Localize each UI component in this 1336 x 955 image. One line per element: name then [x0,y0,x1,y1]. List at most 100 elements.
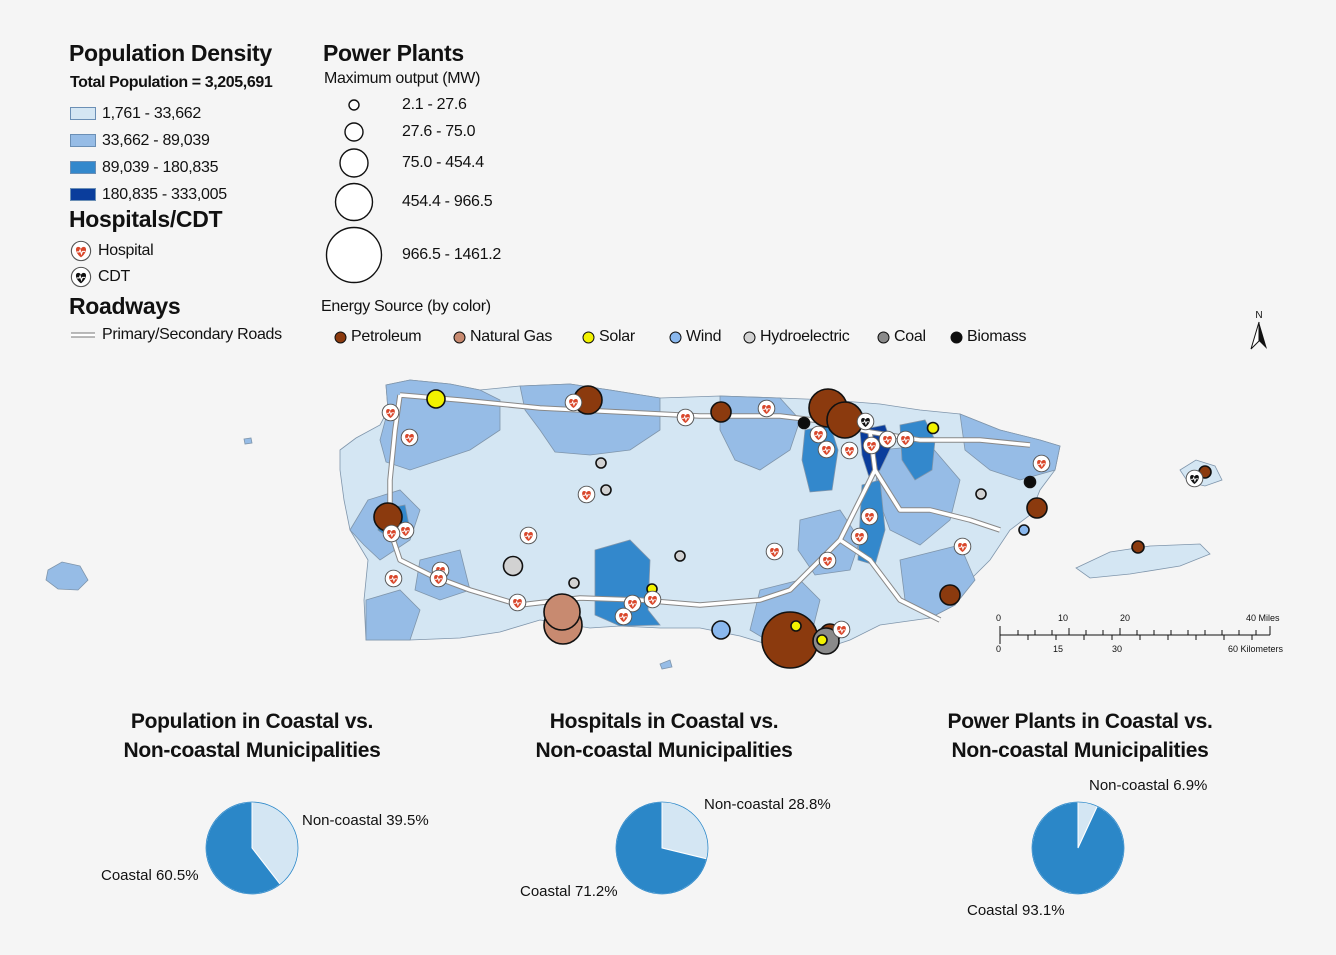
desecheo-island [243,437,253,445]
source-hydroelectric: Hydroelectric [743,328,850,346]
source-label-wind: Wind [686,328,722,345]
plant-hydroelectric [674,550,686,562]
plant-wind [1018,524,1030,536]
isla-mona [45,561,89,591]
source-biomass: Biomass [950,328,1027,346]
hydroelectric-dot-icon [743,331,756,343]
hospital-legend-item: Hospital [70,238,154,264]
scale-mile-40: 40 Miles [1246,613,1280,623]
size-circle-3 [339,148,369,178]
pie-hospitals-title-line-2: Non-coastal Municipalities [535,739,793,762]
pie-population-coastal-label: Coastal 60.5% [101,867,199,884]
plant-wind [711,620,731,640]
hospital-marker [381,403,400,422]
hospital-marker [818,551,837,570]
hospitals-title: Hospitals/CDT [69,206,223,232]
plant-natural-gas [543,593,581,631]
density-class-3: 89,039 - 180,835 [70,154,227,181]
north-arrow-icon [1250,321,1267,350]
source-solar: Solar [582,328,635,346]
roads-legend-label: Primary/Secondary Roads [102,326,282,343]
max-output-label: Maximum output (MW) [324,70,481,87]
cdt-heart-icon [70,266,92,288]
pie-hospitals-noncoastal-label: Non-coastal 28.8% [704,796,831,813]
source-wind: Wind [669,328,722,346]
hospital-marker [577,485,596,504]
pie-population-title: Population in Coastal vs. Non-coastal Mu… [92,707,412,765]
solar-dot-icon [582,331,595,343]
pie-hospitals [615,801,709,895]
plant-solar [926,421,940,435]
power-plants-title: Power Plants [323,40,464,66]
wind-dot-icon [669,331,682,343]
pie-outline [205,801,299,895]
size-legend-circles [325,99,383,284]
scale-bar-graphic [999,626,1271,644]
total-population-label: Total Population = 3,205,691 [70,74,273,91]
pie-population-title-line-1: Population in Coastal vs. [130,710,374,733]
density-swatch-4 [70,188,96,201]
plant-petroleum [939,584,961,606]
size-label-3: 75.0 - 454.4 [402,154,484,171]
plant-solar [790,620,802,632]
source-label-coal: Coal [894,328,926,345]
municipality-southwest [365,589,421,641]
pie-outline [1031,801,1125,895]
size-label-4: 454.4 - 966.5 [402,193,493,210]
hospital-marker [840,441,859,460]
hospital-marker [519,526,538,545]
hospital-marker [765,542,784,561]
plant-hydroelectric [568,577,580,589]
hospital-heart-icon [70,240,92,262]
power-plant-markers [373,385,1212,669]
hospital-marker [643,590,662,609]
pie-powerplants-title: Power Plants in Coastal vs. Non-coastal … [920,707,1240,765]
density-label-1: 1,761 - 33,662 [102,104,201,122]
roadways-title: Roadways [69,293,181,319]
pie-population-title-line-2: Non-coastal Municipalities [123,739,381,762]
density-swatch-3 [70,161,96,174]
source-label-natural-gas: Natural Gas [470,328,553,345]
source-label-hydroelectric: Hydroelectric [760,328,850,345]
hospital-marker [1032,454,1051,473]
pie-outline [615,801,709,895]
pie-population [205,801,299,895]
density-swatch-2 [70,134,96,147]
pie-hospitals-title-line-1: Hospitals in Coastal vs. [549,710,779,733]
density-class-4: 180,835 - 333,005 [70,181,227,208]
scale-km-30: 30 [1112,644,1123,654]
scale-bar: 0 10 20 40 Miles 0 15 30 60 Kilometers [990,612,1310,660]
source-label-petroleum: Petroleum [351,328,422,345]
plant-petroleum [1131,540,1145,554]
scale-mile-20: 20 [1120,613,1131,623]
size-label-1: 2.1 - 27.6 [402,96,467,113]
density-label-4: 180,835 - 333,005 [102,185,227,203]
hospital-marker [382,524,401,543]
source-natural-gas: Natural Gas [453,328,552,346]
size-label-2: 27.6 - 75.0 [402,123,476,140]
north-label: N [1255,310,1263,321]
cdt-legend-label: CDT [98,268,130,285]
pie-powerplants-title-line-1: Power Plants in Coastal vs. [947,710,1213,733]
hospital-marker [384,569,403,588]
pie-powerplants-noncoastal-label: Non-coastal 6.9% [1089,777,1208,794]
hospital-marker [896,430,915,449]
scale-km-60: 60 Kilometers [1228,644,1284,654]
plant-hydroelectric [600,484,612,496]
hospital-marker [757,399,776,418]
hospital-marker [862,436,881,455]
cdt-marker [856,412,875,431]
natural-gas-dot-icon [453,331,466,343]
hospital-marker [878,430,897,449]
density-swatch-1 [70,107,96,120]
plant-hydroelectric [975,488,987,500]
pie-powerplants [1031,801,1125,895]
plant-solar [426,389,446,409]
plant-biomass [1023,475,1037,489]
density-legend: 1,761 - 33,662 33,662 - 89,039 89,039 - … [70,100,227,208]
scale-mile-10: 10 [1058,613,1069,623]
population-density-title: Population Density [69,40,272,66]
plant-petroleum [710,401,732,423]
roads-legend-item: Primary/Secondary Roads [70,326,282,344]
density-class-1: 1,761 - 33,662 [70,100,227,127]
